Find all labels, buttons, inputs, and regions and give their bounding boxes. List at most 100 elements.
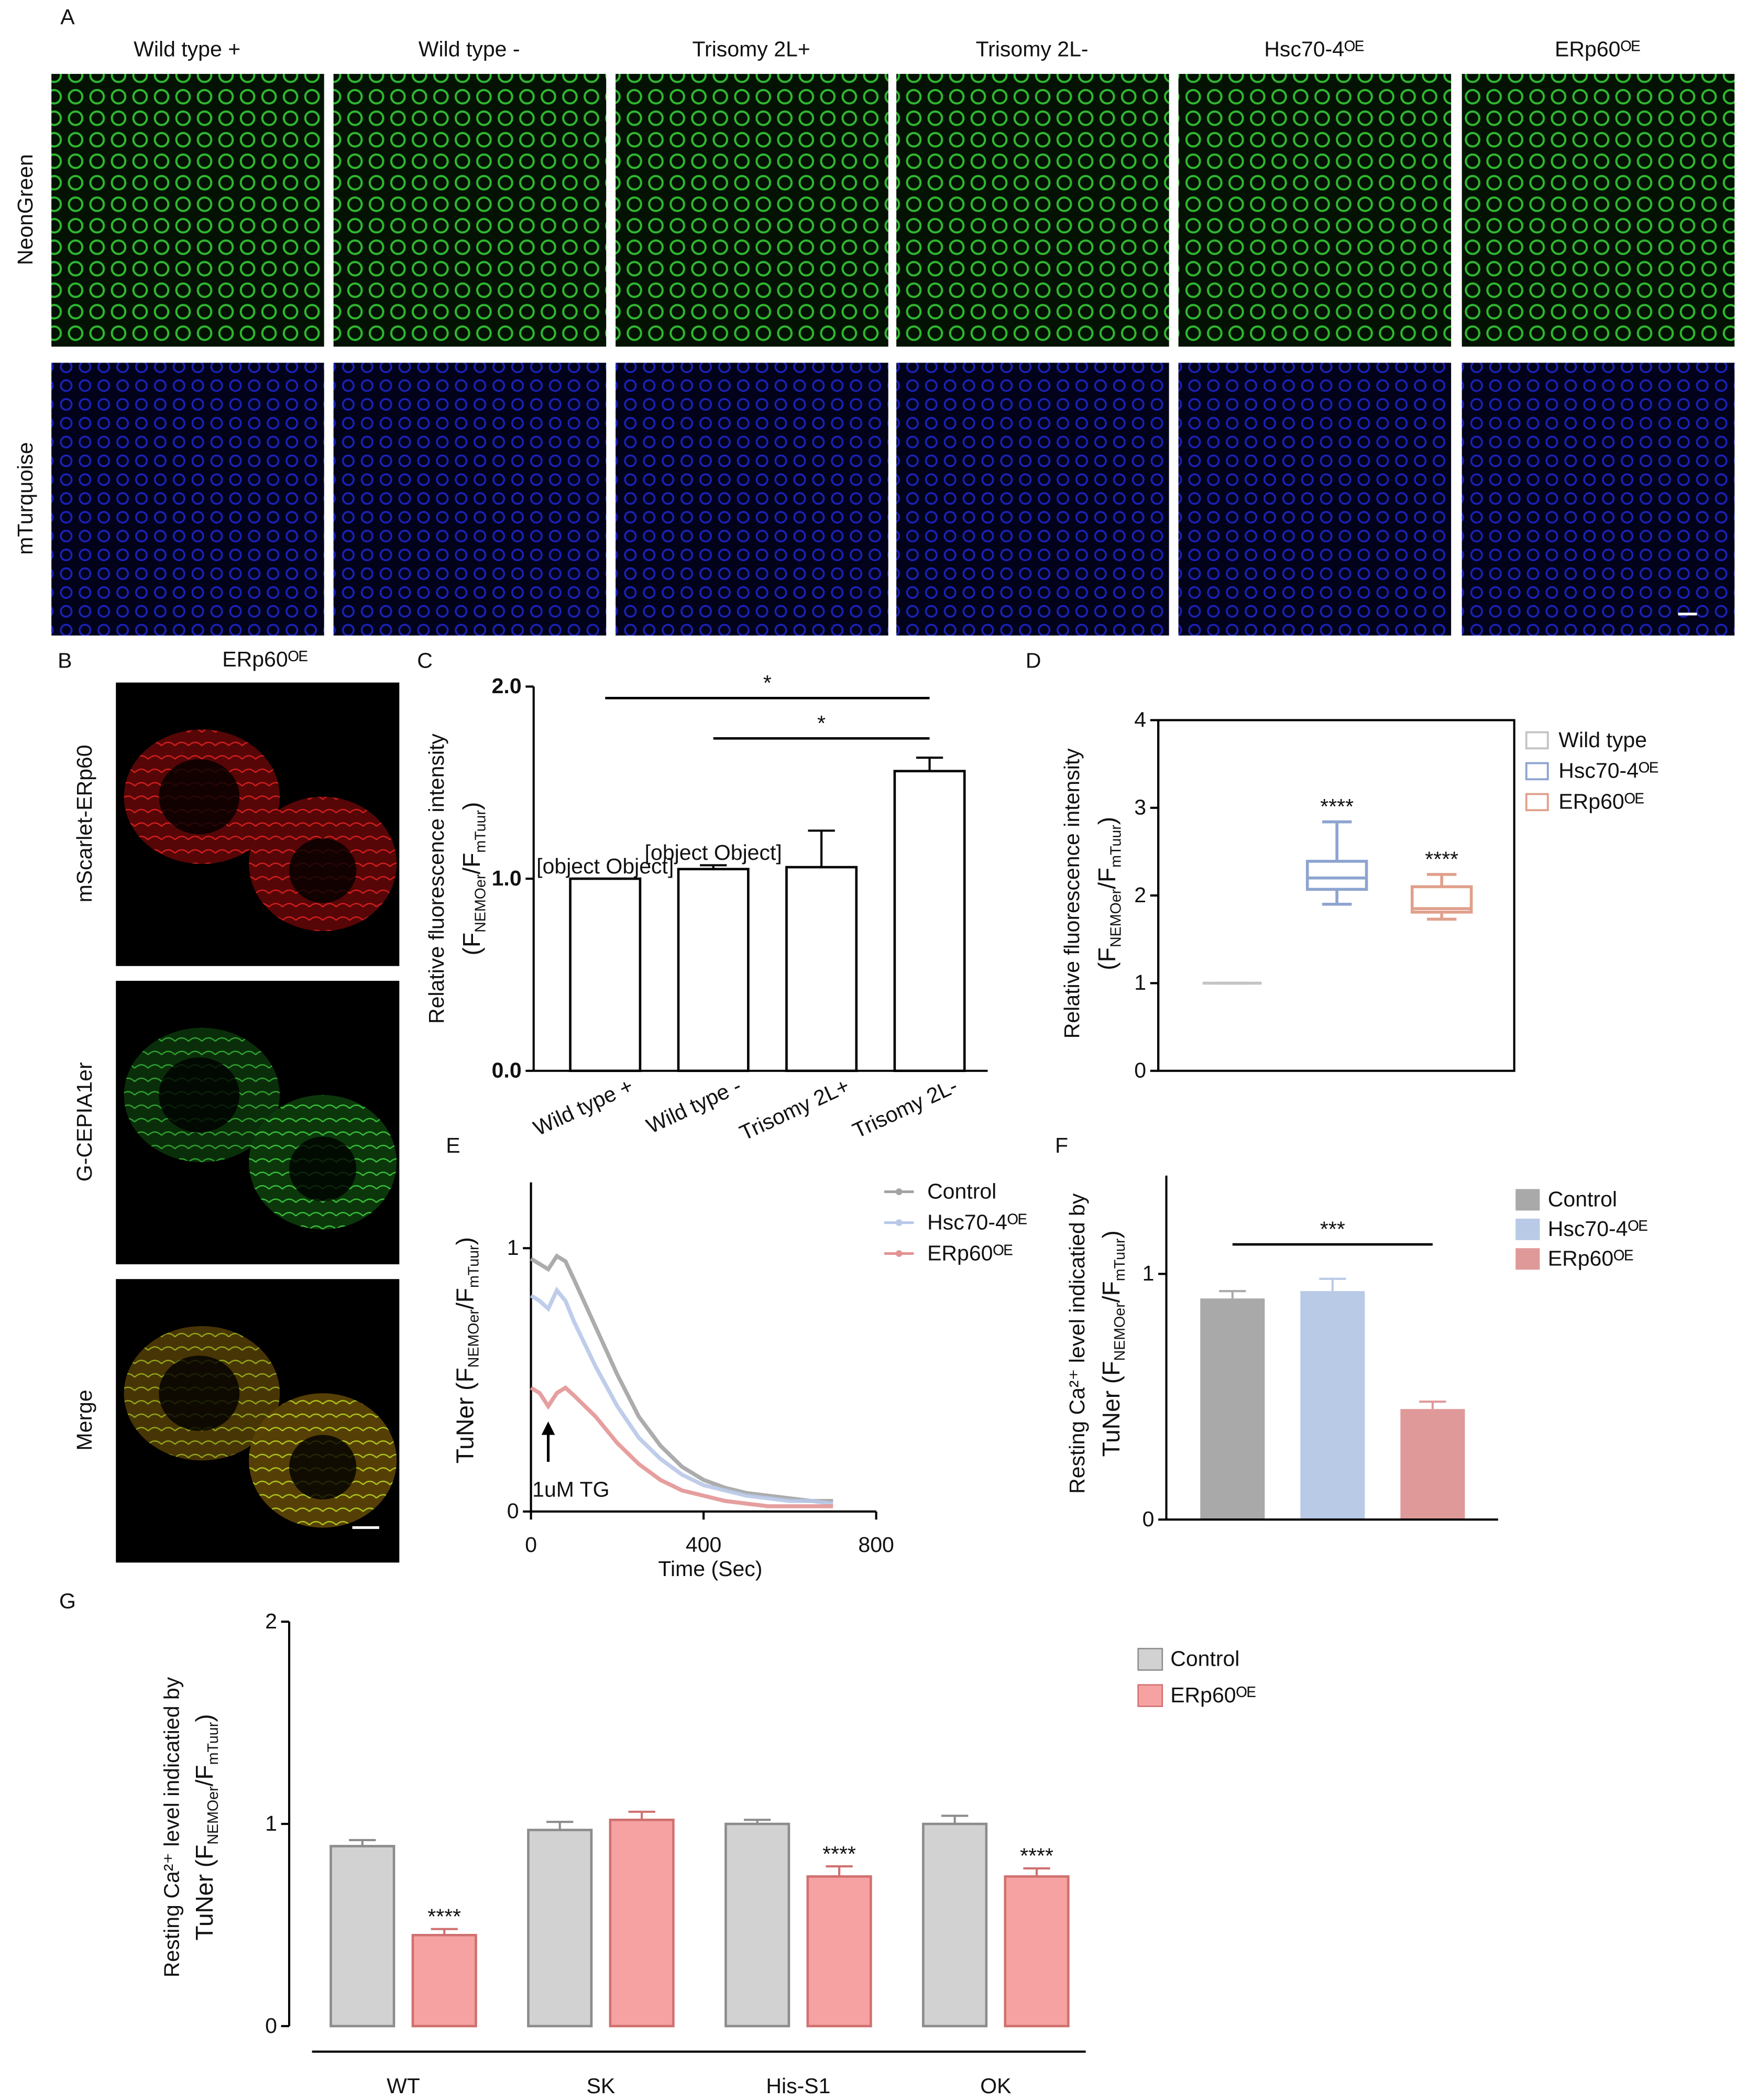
label-run: ) xyxy=(191,1714,218,1722)
annotation: 1uM TG xyxy=(532,1478,609,1502)
micrograph xyxy=(51,363,324,636)
label-run: mTuur xyxy=(466,1245,482,1288)
y-tick-label: 2.0 xyxy=(492,674,522,698)
panel-title: ERp60ᴼᴱ xyxy=(222,647,307,671)
legend-swatch xyxy=(1515,1248,1540,1270)
micrograph xyxy=(896,74,1169,347)
y-tick-label: 4 xyxy=(1134,707,1146,731)
nucleus xyxy=(159,1057,240,1133)
line-series xyxy=(530,1253,833,1503)
column-label: Trisomy 2L- xyxy=(976,37,1089,61)
micrograph xyxy=(333,74,607,347)
legend-swatch xyxy=(1525,793,1549,812)
legend-label: Wild type xyxy=(1558,728,1647,752)
row-label: mScarlet-ERp60 xyxy=(72,745,96,902)
nucleus xyxy=(159,1355,240,1431)
label-run: TuNer (F xyxy=(191,1845,218,1941)
column-label: Trisomy 2L+ xyxy=(693,37,810,61)
label-run: NEMOer xyxy=(1112,1303,1128,1361)
significance-label: **** xyxy=(1320,794,1354,818)
axis-label: (FNEMOer/FmTuur) xyxy=(1093,817,1124,970)
y-tick-label: 2 xyxy=(1134,883,1146,907)
axis-label: TuNer (FNEMOer/FmTuur) xyxy=(1097,1230,1128,1457)
label-run: mTuur xyxy=(205,1722,222,1765)
legend-label: Hsc70-4ᴼᴱ xyxy=(1548,1217,1648,1241)
label-run: mTuur xyxy=(472,810,489,853)
row-label: mTurquoise xyxy=(13,442,37,555)
bar xyxy=(806,1875,872,2028)
label-run: ) xyxy=(1093,817,1120,825)
label-run: (F xyxy=(1093,947,1120,970)
y-tick-label: 2 xyxy=(265,1609,277,1633)
label-run: ) xyxy=(1097,1230,1125,1238)
x-tick-label: 800 xyxy=(858,1533,894,1557)
micrograph xyxy=(333,363,607,636)
panel-letter: G xyxy=(59,1589,76,1613)
axis-label: (FNEMOer/FmTuur) xyxy=(458,802,489,956)
significance-label: **** xyxy=(1425,847,1458,871)
micrograph xyxy=(616,363,888,636)
legend-label: Control xyxy=(927,1179,996,1203)
y-tick-label: 1 xyxy=(507,1235,519,1260)
x-tick-label: Wild type - xyxy=(643,1074,745,1139)
significance-label: * xyxy=(763,671,772,695)
label-run: TuNer (F xyxy=(451,1368,478,1463)
nucleus xyxy=(289,838,357,903)
row-label: G-CEPIA1er xyxy=(72,1062,96,1182)
micrograph xyxy=(51,74,324,347)
micrograph xyxy=(1462,363,1735,636)
nucleus xyxy=(289,1136,357,1201)
column-label: Hsc70-4ᴼᴱ xyxy=(1264,37,1364,61)
significance-label: **** xyxy=(1020,1844,1053,1868)
plot-frame xyxy=(1157,719,1515,1072)
axis-label: Resting Ca²⁺ level indicatied by xyxy=(1065,1193,1089,1494)
y-tick-label: 0 xyxy=(1142,1507,1155,1531)
y-tick-label: 1 xyxy=(265,1811,277,1835)
legend-swatch xyxy=(1137,1684,1163,1707)
legend-swatch xyxy=(1137,1648,1163,1671)
significance-label: * xyxy=(817,711,826,735)
significance-label: **** xyxy=(427,1904,461,1928)
label-run: NEMOer xyxy=(472,874,489,933)
significance-label: [object Object] xyxy=(536,854,674,878)
column-label: Wild type + xyxy=(134,37,240,61)
micrographs xyxy=(51,74,1735,1563)
label-run: ) xyxy=(458,802,485,810)
y-tick-label: 1.0 xyxy=(492,866,522,890)
nucleus xyxy=(159,759,240,835)
bar xyxy=(724,1822,790,2028)
line-series xyxy=(530,1286,833,1506)
bar xyxy=(329,1845,395,2028)
label-run: /F xyxy=(1093,868,1120,889)
x-tick-label: His-S1 xyxy=(766,2074,830,2098)
legend-label: Hsc70-4ᴼᴱ xyxy=(1558,759,1658,783)
panel-letter: C xyxy=(417,648,433,672)
x-axis-label: Time (Sec) xyxy=(658,1557,762,1581)
y-tick-label: 1 xyxy=(1134,970,1146,994)
label-run: mTuur xyxy=(1112,1238,1128,1281)
bar xyxy=(609,1819,675,2028)
x-tick-label: WT xyxy=(387,2074,420,2098)
legend-label: ERp60ᴼᴱ xyxy=(1558,790,1644,814)
significance-label: [object Object] xyxy=(645,840,782,865)
bar xyxy=(1400,1409,1465,1520)
column-label: Wild type - xyxy=(419,37,520,61)
bar xyxy=(922,1822,988,2028)
legend-swatch xyxy=(1525,762,1549,781)
label-run: mTuur xyxy=(1107,825,1124,868)
row-label: NeonGreen xyxy=(13,154,37,265)
legend-label: Control xyxy=(1548,1187,1617,1211)
label-run: /F xyxy=(1097,1281,1125,1303)
bar xyxy=(569,877,642,1073)
box xyxy=(1305,860,1368,891)
label-run: NEMOer xyxy=(1107,889,1124,947)
axis-label: Relative fluorescence intensity xyxy=(424,734,448,1024)
panel-letter: F xyxy=(1055,1133,1068,1157)
x-tick-label: Trisomy 2L- xyxy=(849,1074,961,1143)
legend-swatch xyxy=(1515,1218,1540,1240)
micrograph xyxy=(1178,74,1452,347)
label-run: /F xyxy=(191,1765,218,1786)
x-tick-label: Trisomy 2L+ xyxy=(736,1074,853,1145)
label-run: (F xyxy=(458,933,485,956)
legend-swatch xyxy=(895,1219,903,1226)
